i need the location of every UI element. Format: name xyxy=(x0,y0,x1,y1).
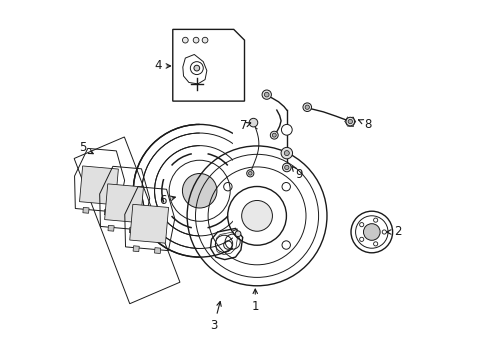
Polygon shape xyxy=(129,227,135,233)
Circle shape xyxy=(249,118,257,127)
Polygon shape xyxy=(82,207,89,213)
Polygon shape xyxy=(232,118,279,264)
Circle shape xyxy=(281,147,292,159)
Text: 8: 8 xyxy=(358,118,371,131)
Circle shape xyxy=(248,171,252,175)
Text: 9: 9 xyxy=(291,167,302,181)
Circle shape xyxy=(202,37,207,43)
Circle shape xyxy=(282,163,290,172)
Text: 7: 7 xyxy=(240,119,250,132)
Circle shape xyxy=(346,117,354,126)
Polygon shape xyxy=(133,246,139,252)
Circle shape xyxy=(363,224,379,240)
Polygon shape xyxy=(80,166,118,205)
Circle shape xyxy=(194,65,199,71)
Text: 1: 1 xyxy=(251,289,259,313)
Circle shape xyxy=(241,201,272,231)
Circle shape xyxy=(264,92,268,97)
Polygon shape xyxy=(104,184,143,223)
Circle shape xyxy=(281,125,292,135)
Circle shape xyxy=(284,165,288,170)
Text: 2: 2 xyxy=(386,225,401,238)
Text: 3: 3 xyxy=(210,302,221,332)
Circle shape xyxy=(246,170,253,177)
Circle shape xyxy=(193,37,199,43)
Circle shape xyxy=(303,103,311,112)
Text: 5: 5 xyxy=(79,141,93,154)
Circle shape xyxy=(347,120,352,124)
Circle shape xyxy=(272,133,276,137)
Polygon shape xyxy=(129,204,168,243)
Polygon shape xyxy=(172,30,244,101)
Polygon shape xyxy=(154,248,161,253)
Text: 4: 4 xyxy=(154,59,170,72)
Circle shape xyxy=(182,174,217,208)
Circle shape xyxy=(270,131,278,139)
Circle shape xyxy=(182,37,188,43)
Polygon shape xyxy=(104,209,110,215)
Circle shape xyxy=(262,90,271,99)
Circle shape xyxy=(305,105,309,109)
Text: 6: 6 xyxy=(159,194,175,207)
Circle shape xyxy=(235,231,241,237)
Polygon shape xyxy=(108,225,114,231)
Circle shape xyxy=(284,150,289,156)
